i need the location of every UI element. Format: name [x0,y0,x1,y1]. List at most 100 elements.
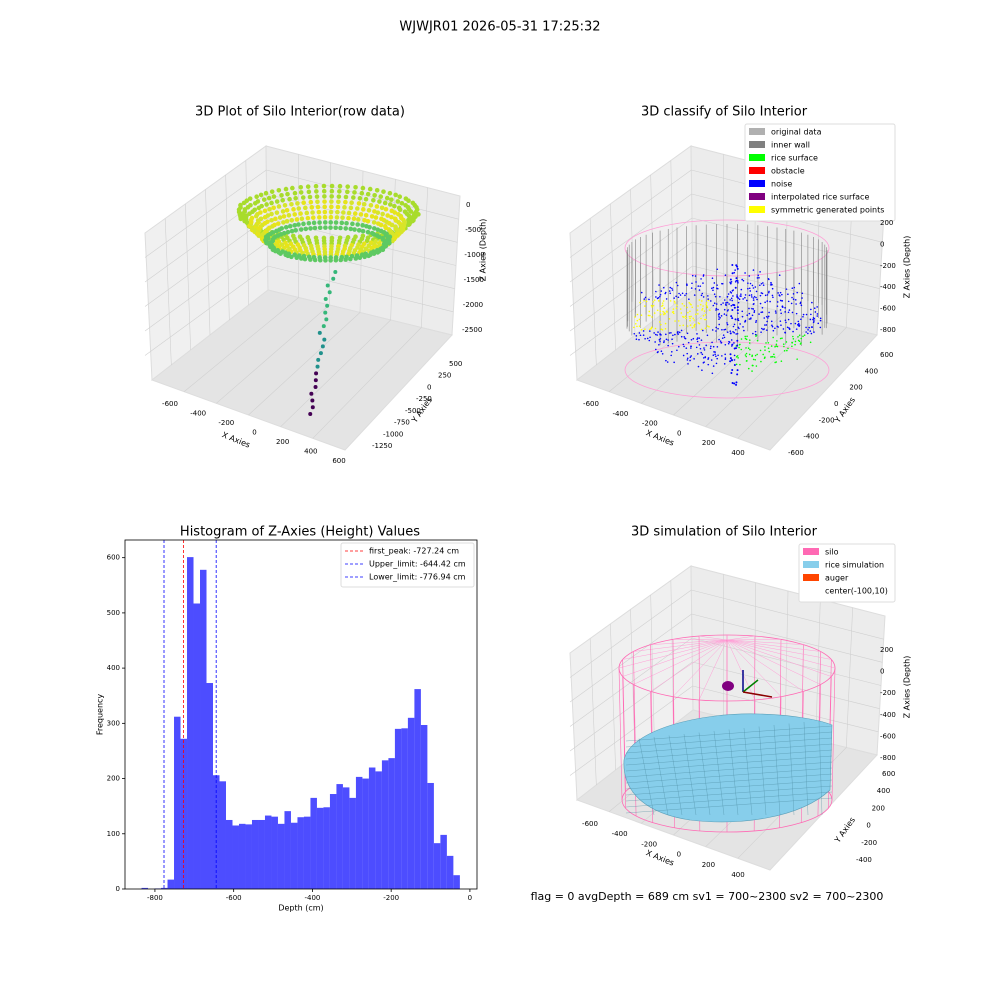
classified-point [680,335,683,338]
classified-point [762,353,764,356]
classified-point [679,324,681,327]
pane-grid [737,327,847,439]
classified-point [783,345,785,348]
y-tick-label: -400 [803,433,819,441]
point-cloud [368,203,374,208]
point-cloud [336,194,342,199]
point-cloud [323,225,328,230]
y-tick-label: -200 [861,839,877,847]
classified-point [698,337,701,339]
classified-point [759,302,762,305]
y-tick-label: -750 [394,419,410,427]
classified-point [771,287,774,290]
rice-mesh [638,738,655,816]
classified-point [686,359,689,361]
classified-point [689,317,691,320]
x-tick-label: -400 [304,894,320,902]
classified-point [720,303,722,306]
classified-point [654,341,656,343]
classified-point [733,354,736,357]
classified-point [688,298,690,301]
noise-column [733,364,736,367]
legend-swatch [749,154,765,161]
point-cloud [348,205,354,211]
classified-point [701,309,703,311]
classified-point [725,314,728,316]
histogram-bar [297,817,304,889]
histogram-bar [323,807,330,889]
classified-point [733,359,736,361]
silo-wire [726,639,832,660]
classified-point [687,341,690,344]
classified-point [763,317,766,319]
silo-wire [672,639,728,697]
classified-point [807,329,809,331]
point-cloud [397,207,403,213]
classified-point [794,343,796,346]
point-cloud [273,216,278,222]
point-cloud [299,256,304,261]
classified-point [784,331,787,334]
classified-point [700,339,703,341]
classified-point [659,340,661,343]
depth-trail [331,276,336,281]
histogram-bar [446,855,454,889]
pane-grid [569,637,693,727]
point-cloud [314,194,320,199]
classified-point [736,318,739,321]
classified-point [780,324,782,326]
classified-point [642,334,645,336]
point-cloud [339,220,345,226]
classified-point [785,321,787,324]
classified-point [755,321,757,323]
classified-point [750,296,753,298]
classified-point [761,306,764,309]
z-tick-label: -600 [880,305,896,313]
rice-mesh [713,730,725,816]
classified-point [716,268,719,271]
classified-point [713,282,716,284]
classified-point [700,351,703,354]
point-cloud [266,195,272,201]
point-cloud [281,214,287,219]
legend-label: Upper_limit: -644.42 cm [369,560,466,569]
classified-point [655,296,657,298]
classified-point [702,282,704,284]
classified-point [711,329,714,331]
classified-point [662,300,665,302]
z-tick-label: -600 [880,732,896,740]
classified-point [700,294,703,297]
classified-point [700,300,703,302]
histogram-bar [420,724,428,889]
classified-point [810,313,812,316]
pane-grid [589,218,597,366]
point-cloud [287,196,292,202]
classified-point [752,287,755,289]
classified-point [727,293,730,295]
classified-point [760,360,762,363]
classified-point [798,334,801,337]
classified-point [638,325,641,327]
classified-point [744,354,747,356]
point-cloud [402,219,407,225]
classified-point [697,322,700,324]
point-cloud [371,226,377,231]
point-cloud [383,206,389,212]
classified-point [702,305,704,307]
point-cloud [329,194,334,199]
classified-point [671,342,674,345]
classified-point [715,355,717,358]
pane-grid [569,241,693,332]
point-cloud [284,219,290,224]
point-cloud [290,185,295,191]
classified-point [712,354,715,357]
pane-grid [183,297,299,392]
classified-point [707,363,710,366]
classified-point [665,359,667,362]
classified-point [760,311,762,314]
classified-point [745,299,748,302]
classified-point [721,355,723,357]
classified-point [724,357,727,359]
point-cloud [328,209,334,215]
point-cloud [282,203,288,208]
